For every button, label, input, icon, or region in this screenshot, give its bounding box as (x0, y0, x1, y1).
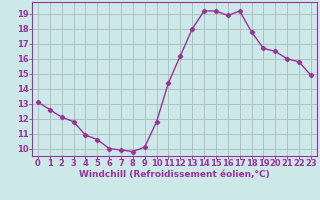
X-axis label: Windchill (Refroidissement éolien,°C): Windchill (Refroidissement éolien,°C) (79, 170, 270, 179)
